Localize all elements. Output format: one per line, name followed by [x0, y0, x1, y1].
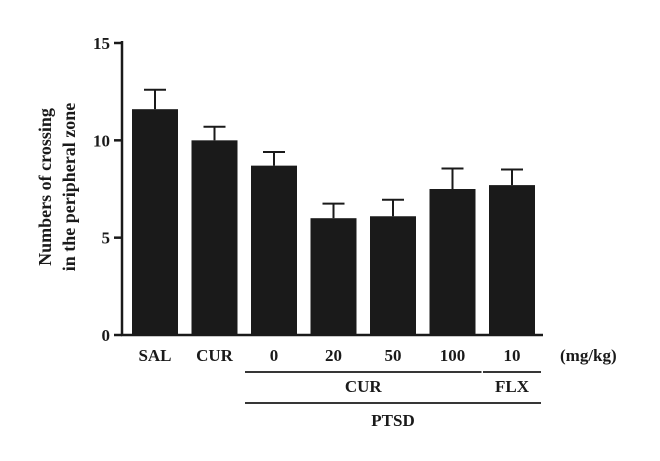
bar	[429, 189, 476, 335]
group-label: FLX	[495, 377, 530, 396]
error-bars	[144, 88, 523, 219]
group-label: PTSD	[371, 411, 414, 430]
x-tick-label: CUR	[196, 346, 234, 365]
x-tick-label: SAL	[138, 346, 171, 365]
x-tick-label: 20	[325, 346, 342, 365]
bar	[132, 109, 178, 335]
y-tick-label: 5	[102, 229, 111, 248]
unit-label: (mg/kg)	[560, 346, 617, 365]
y-axis-label-line-1: Numbers of crossing	[35, 108, 55, 266]
bar	[251, 165, 297, 335]
bar	[191, 140, 238, 335]
bar	[310, 218, 357, 335]
x-tick-label: 100	[440, 346, 466, 365]
bar	[370, 216, 416, 335]
x-tick-labels: SAL CUR 0 20 50 100 10	[138, 346, 520, 365]
y-tick-label: 15	[93, 34, 110, 53]
group-labels: CUR FLX PTSD	[245, 371, 541, 430]
bars	[132, 109, 535, 335]
x-tick-label: 0	[270, 346, 279, 365]
group-label: CUR	[345, 377, 383, 396]
y-axis-label-line-2: in the peripheral zone	[59, 103, 79, 272]
bar	[489, 185, 535, 335]
y-tick-label: 10	[93, 131, 110, 150]
y-axis-label: Numbers of crossing in the peripheral zo…	[35, 103, 79, 272]
x-tick-label: 10	[504, 346, 521, 365]
x-tick-label: 50	[385, 346, 402, 365]
y-ticks: 0 5 10 15	[93, 34, 122, 345]
y-tick-label: 0	[102, 326, 111, 345]
